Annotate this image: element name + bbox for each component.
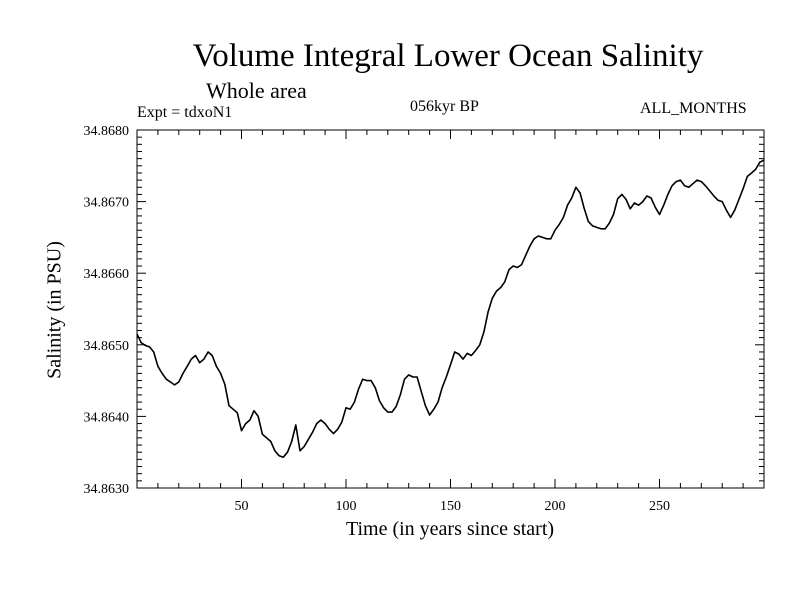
y-tick-label: 34.8680 [84, 124, 130, 139]
y-tick-label: 34.8660 [84, 267, 130, 282]
y-tick-label: 34.8670 [84, 196, 130, 211]
y-tick-label: 34.8650 [84, 339, 130, 354]
x-tick-label: 150 [440, 499, 461, 514]
y-tick-label: 34.8640 [84, 410, 130, 425]
tick-label-group: 50 100 150 200 250 34.8630 34.8640 34.8650 34.86… [84, 124, 671, 514]
salinity-series-line [136, 159, 765, 458]
tick-group [137, 130, 764, 488]
chart-subtitle: Whole area [206, 78, 307, 103]
x-tick-label: 250 [649, 499, 670, 514]
x-tick-label: 100 [336, 499, 357, 514]
chart-title: Volume Integral Lower Ocean Salinity [192, 38, 704, 74]
months-label: ALL_MONTHS [640, 100, 747, 117]
x-axis-label: Time (in years since start) [345, 518, 555, 540]
x-tick-label: 50 [235, 499, 249, 514]
experiment-label: Expt = tdxoN1 [137, 104, 233, 121]
period-label: 056kyr BP [410, 98, 479, 115]
x-tick-label: 200 [545, 499, 566, 514]
y-tick-label: 34.8630 [84, 482, 130, 497]
plot-frame [136, 129, 765, 489]
